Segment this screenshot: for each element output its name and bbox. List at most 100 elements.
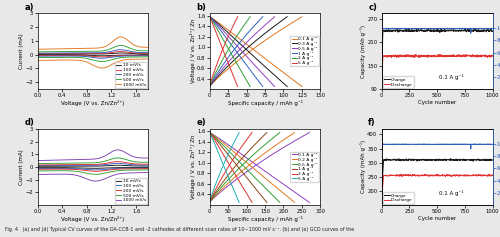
0.3 A g⁻¹: [284, 15, 290, 18]
0.1 A g⁻¹: [206, 85, 212, 88]
1 A g⁻¹: [206, 201, 212, 204]
X-axis label: Voltage (V vs. Zn/Zn²⁺): Voltage (V vs. Zn/Zn²⁺): [62, 216, 124, 222]
5 A g⁻¹: [224, 154, 230, 157]
1 A g⁻¹: [206, 85, 212, 88]
1000 mV/s: [123, 152, 129, 155]
Discharge: [398, 173, 404, 176]
0.3 A g⁻¹: [206, 85, 212, 88]
0.1 A g⁻¹: [299, 15, 305, 18]
Line: 200 mV/s: 200 mV/s: [38, 50, 148, 58]
10 mV/s: [116, 54, 122, 57]
Text: 0.1 A g⁻¹: 0.1 A g⁻¹: [439, 190, 464, 196]
100 mV/s: [34, 54, 40, 57]
5 A g⁻¹: [223, 39, 229, 42]
10 mV/s: [94, 54, 100, 57]
10 mV/s: [99, 55, 105, 57]
200 mV/s: [118, 48, 124, 51]
500 mV/s: [116, 56, 122, 59]
100 mV/s: [107, 163, 113, 165]
Text: d): d): [24, 118, 34, 127]
0.2 A g⁻¹: [207, 201, 213, 203]
200 mV/s: [107, 161, 113, 164]
1000 mV/s: [99, 67, 105, 69]
0.5 A g⁻¹: [206, 201, 212, 204]
0.2 A g⁻¹: [257, 155, 263, 158]
10 mV/s: [115, 164, 121, 167]
0.1 A g⁻¹: [268, 154, 274, 157]
1 A g⁻¹: [242, 154, 248, 157]
500 mV/s: [116, 169, 122, 172]
0.3 A g⁻¹: [254, 38, 260, 41]
1 A g⁻¹: [258, 136, 264, 139]
200 mV/s: [115, 160, 121, 163]
Line: 1000 mV/s: 1000 mV/s: [38, 37, 148, 68]
5 A g⁻¹: [206, 85, 212, 88]
1000 mV/s: [116, 59, 122, 62]
Charge: [445, 29, 451, 32]
Legend: 10 mV/s, 100 mV/s, 200 mV/s, 500 mV/s, 1000 mV/s: 10 mV/s, 100 mV/s, 200 mV/s, 500 mV/s, 1…: [114, 178, 147, 204]
0.1 A g⁻¹: [297, 136, 303, 139]
2 A g⁻¹: [232, 38, 237, 41]
0.3 A g⁻¹: [252, 40, 258, 42]
5 A g⁻¹: [234, 15, 240, 18]
1000 mV/s: [93, 180, 99, 182]
Line: 200 mV/s: 200 mV/s: [38, 162, 148, 171]
Line: 2 A g⁻¹: 2 A g⁻¹: [210, 17, 250, 87]
200 mV/s: [107, 50, 113, 53]
0.2 A g⁻¹: [284, 136, 290, 139]
2 A g⁻¹: [242, 140, 248, 143]
5 A g⁻¹: [230, 24, 236, 27]
Discharge: [436, 53, 442, 56]
Y-axis label: Capacity (mAh g⁻¹): Capacity (mAh g⁻¹): [360, 25, 366, 78]
100 mV/s: [123, 163, 129, 165]
Discharge: [378, 78, 384, 81]
0.2 A g⁻¹: [257, 155, 263, 158]
Discharge: [439, 174, 445, 177]
1 A g⁻¹: [239, 38, 245, 41]
200 mV/s: [96, 57, 102, 59]
1 A g⁻¹: [255, 140, 261, 143]
100 mV/s: [62, 164, 68, 167]
Charge: [425, 27, 431, 30]
Charge: [448, 157, 454, 160]
2 A g⁻¹: [230, 39, 236, 42]
1 A g⁻¹: [264, 131, 270, 134]
1000 mV/s: [96, 179, 102, 182]
500 mV/s: [115, 156, 121, 159]
0.1 A g⁻¹: [262, 39, 268, 42]
5 A g⁻¹: [232, 21, 238, 23]
5 A g⁻¹: [224, 155, 230, 158]
2 A g⁻¹: [232, 155, 238, 158]
Line: 500 mV/s: 500 mV/s: [38, 46, 148, 62]
1 A g⁻¹: [238, 39, 244, 42]
10 mV/s: [34, 54, 40, 57]
5 A g⁻¹: [232, 140, 237, 143]
100 mV/s: [115, 162, 121, 165]
0.5 A g⁻¹: [246, 39, 252, 42]
Text: c): c): [368, 3, 377, 12]
10 mV/s: [123, 52, 129, 55]
200 mV/s: [116, 168, 122, 170]
Charge: [487, 28, 493, 31]
200 mV/s: [99, 57, 105, 60]
1 A g⁻¹: [240, 155, 246, 158]
0.1 A g⁻¹: [206, 201, 212, 204]
0.1 A g⁻¹: [290, 140, 296, 143]
Charge: [490, 159, 496, 162]
0.2 A g⁻¹: [278, 140, 284, 143]
Line: 0.3 A g⁻¹: 0.3 A g⁻¹: [210, 17, 287, 87]
Y-axis label: Capacity (mAh g⁻¹): Capacity (mAh g⁻¹): [360, 140, 366, 193]
0.3 A g⁻¹: [277, 21, 283, 23]
200 mV/s: [34, 52, 40, 55]
200 mV/s: [96, 170, 102, 173]
Text: e): e): [196, 118, 206, 127]
500 mV/s: [94, 59, 100, 62]
Legend: 0.1 A g⁻¹, 0.3 A g⁻¹, 0.5 A g⁻¹, 1 A g⁻¹, 2 A g⁻¹, 5 A g⁻¹: 0.1 A g⁻¹, 0.3 A g⁻¹, 0.5 A g⁻¹, 1 A g⁻¹…: [290, 36, 319, 66]
X-axis label: Specific capacity / mAh g⁻¹: Specific capacity / mAh g⁻¹: [228, 100, 302, 106]
Line: 0.5 A g⁻¹: 0.5 A g⁻¹: [210, 17, 274, 87]
200 mV/s: [116, 55, 122, 58]
X-axis label: Voltage (V vs. Zn/Zn²⁺): Voltage (V vs. Zn/Zn²⁺): [62, 100, 124, 106]
100 mV/s: [34, 164, 40, 167]
200 mV/s: [34, 168, 40, 171]
100 mV/s: [99, 55, 105, 58]
